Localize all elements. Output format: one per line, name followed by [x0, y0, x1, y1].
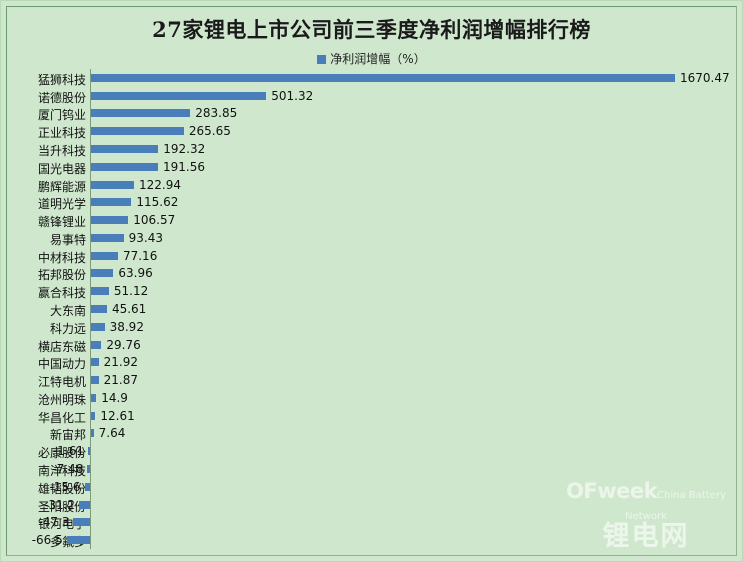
category-label: 赢合科技	[37, 286, 86, 301]
bar	[91, 162, 158, 171]
bar	[91, 73, 675, 82]
chart-legend: 净利润增幅（%）	[0, 50, 743, 67]
value-label: 45.61	[111, 302, 147, 316]
value-label: -66.5	[31, 533, 63, 548]
value-axis-line	[90, 69, 91, 549]
category-label: 横店东磁	[37, 339, 86, 354]
value-label: 106.57	[133, 213, 176, 228]
bar	[91, 376, 99, 385]
bar	[79, 500, 90, 509]
value-label: 1670.47	[680, 70, 730, 85]
value-label: 122.94	[138, 177, 181, 192]
legend-color-swatch-icon	[317, 55, 327, 64]
plot-area: 猛狮科技 1670.47 诺德股份 501.32 厦门钨业 283.85 正业科技 265.6…	[0, 69, 743, 549]
value-label: 501.32	[271, 88, 314, 103]
value-label: 7.64	[98, 426, 126, 441]
value-label: 21.87	[103, 373, 138, 388]
category-label: 易事特	[49, 232, 86, 247]
category-label: 中国动力	[37, 357, 86, 372]
value-label: -47.3	[38, 515, 70, 530]
category-label: 诺德股份	[37, 90, 86, 105]
category-label: 南洋科技	[37, 464, 86, 478]
bar	[91, 305, 107, 313]
bar	[91, 358, 99, 367]
bar	[91, 216, 129, 225]
value-label: 21.92	[103, 355, 139, 370]
value-label: 283.85	[195, 106, 238, 121]
category-label: 沧州明珠	[37, 392, 86, 407]
bar	[91, 145, 159, 153]
legend-label: 净利润增幅（%）	[330, 52, 426, 66]
bar	[91, 287, 109, 296]
category-label: 拓邦股份	[37, 268, 86, 283]
value-label: 63.96	[118, 266, 153, 281]
bar	[73, 518, 90, 527]
bar	[91, 393, 97, 402]
bar	[88, 447, 90, 456]
category-label: 正业科技	[37, 126, 86, 141]
category-label: 鹏辉能源	[37, 179, 86, 194]
bar	[91, 198, 132, 207]
category-label: 华昌化工	[37, 410, 86, 425]
bar	[91, 340, 102, 349]
bar	[91, 233, 124, 242]
category-label: 赣锋锂业	[37, 215, 86, 230]
bar	[66, 536, 90, 545]
value-label: 38.92	[109, 319, 144, 334]
value-label: 115.62	[136, 195, 179, 210]
bar	[91, 109, 191, 118]
bar	[91, 251, 118, 260]
category-label: 科力远	[49, 321, 86, 336]
value-label: 51.12	[113, 284, 149, 299]
value-label: 14.9	[101, 390, 128, 405]
value-label: 29.76	[106, 337, 141, 352]
category-label: 厦门钨业	[37, 108, 86, 123]
value-label: -15.6	[49, 479, 81, 494]
category-label: 中材科技	[37, 250, 86, 265]
value-label: -7.48	[52, 462, 84, 476]
bar	[91, 180, 134, 189]
value-label: 93.43	[128, 230, 164, 245]
category-label: 当升科技	[37, 144, 86, 158]
value-label: -31.2	[44, 497, 76, 512]
bar	[91, 269, 114, 278]
bar	[84, 482, 90, 491]
category-label: 雄韬股份	[37, 481, 86, 496]
value-label: -1.61	[52, 444, 84, 459]
category-label: 新宙邦	[49, 428, 86, 443]
category-label: 江特电机	[37, 375, 86, 390]
value-label: 77.16	[122, 248, 158, 263]
category-label: 道明光学	[37, 197, 86, 212]
value-label: 191.56	[162, 159, 205, 174]
bar	[87, 465, 90, 473]
value-label: 265.65	[188, 124, 231, 139]
category-label: 必康股份	[37, 446, 86, 461]
value-label: 192.32	[163, 142, 206, 156]
chart-title: 27家锂电上市公司前三季度净利润增幅排行榜	[152, 17, 591, 42]
category-label: 猛狮科技	[37, 72, 86, 87]
bar	[91, 429, 94, 438]
bar	[91, 411, 96, 420]
bar	[91, 127, 184, 136]
value-label: 12.61	[100, 408, 135, 423]
category-label: 大东南	[49, 304, 86, 318]
bar	[91, 91, 267, 100]
category-label: 圣阳股份	[37, 499, 86, 514]
category-label: 国光电器	[37, 161, 86, 176]
bar	[91, 322, 105, 331]
